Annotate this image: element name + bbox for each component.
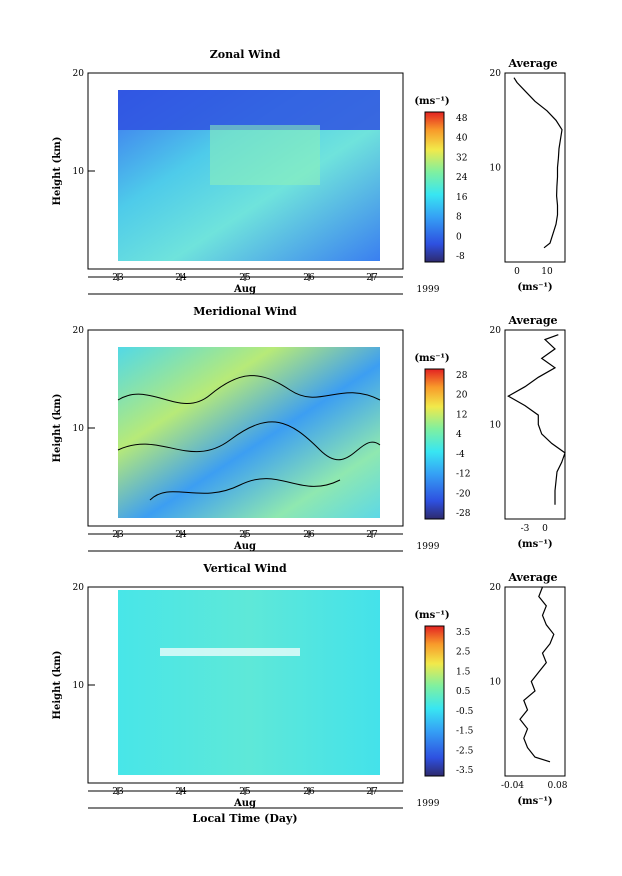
- colorbar-tick-label: 0: [456, 232, 462, 242]
- y-axis-label: Height (km): [52, 394, 63, 463]
- colorbar-tick-label: -4: [456, 450, 465, 460]
- profile-x-label: (ms⁻¹): [517, 282, 552, 293]
- zonal-core: [210, 125, 320, 185]
- profile-x-label: (ms⁻¹): [517, 539, 552, 550]
- x-axis-title: Local Time (Day): [192, 812, 297, 825]
- colorbar-tick-label: -3.5: [456, 766, 474, 776]
- profile-x-label: (ms⁻¹): [517, 796, 552, 807]
- colorbar-unit: (ms⁻¹): [414, 610, 449, 621]
- colorbar-tick-label: 0.5: [456, 687, 471, 697]
- y-tick-label: 10: [73, 424, 85, 434]
- x-tick-label: 23: [112, 530, 124, 540]
- year-label: 1999: [417, 542, 440, 552]
- y-tick-label: 10: [73, 681, 85, 691]
- x-tick-label: 23: [112, 273, 124, 283]
- colorbar-unit: (ms⁻¹): [414, 96, 449, 107]
- vertical-field: [118, 590, 380, 775]
- profile-x-tick-label: 10: [541, 267, 553, 277]
- profile-x-tick-label: 0: [542, 524, 548, 534]
- colorbar-tick-label: 3.5: [456, 628, 471, 638]
- colorbar-unit: (ms⁻¹): [414, 353, 449, 364]
- average-profile-line: [507, 334, 566, 505]
- colorbar-tick-label: -20: [456, 489, 471, 499]
- x-tick-label: 25: [239, 273, 251, 283]
- x-tick-label: 27: [366, 273, 378, 283]
- y-tick-label: 20: [73, 326, 85, 336]
- colorbar-tick-label: -1.5: [456, 727, 474, 737]
- y-tick-label: 20: [73, 69, 85, 79]
- panel-title: Zonal Wind: [210, 48, 281, 61]
- profile-frame: [504, 72, 566, 263]
- x-tick-label: 26: [303, 787, 315, 797]
- profile-x-tick-label: 0: [514, 267, 520, 277]
- profile-y-tick-label: 10: [490, 164, 502, 174]
- colorbar-tick-label: 40: [456, 134, 468, 144]
- profile-y-tick-label: 10: [490, 678, 502, 688]
- y-axis-label: Height (km): [52, 137, 63, 206]
- colorbar-tick-label: -28: [456, 509, 471, 519]
- x-tick-label: 24: [175, 530, 187, 540]
- colorbar-tick-label: 2.5: [456, 648, 471, 658]
- colorbar-tick-label: 24: [456, 173, 468, 183]
- year-label: 1999: [417, 285, 440, 295]
- meridional-field: [118, 347, 380, 518]
- zero-contour: [117, 375, 381, 501]
- x-axis-label: Aug: [233, 541, 256, 552]
- colorbar: [424, 625, 445, 777]
- year-label: 1999: [417, 799, 440, 809]
- colorbar-tick-label: 8: [456, 213, 462, 223]
- panel-meridional: Meridional Wind Aug 1999 Height (km) 23 2…: [52, 305, 566, 552]
- colorbar-tick-label: 12: [456, 410, 467, 420]
- panel-zonal: Zonal Wind Aug 1999 Height (km) 23 24 25 26…: [52, 48, 566, 295]
- average-profile-line: [513, 77, 563, 249]
- x-tick-label: 25: [239, 530, 251, 540]
- zonal-upper-band: [118, 90, 380, 130]
- profile-x-tick-label: 0.08: [547, 781, 567, 791]
- panel-title: Meridional Wind: [193, 305, 297, 318]
- colorbar-tick-label: 32: [456, 153, 467, 163]
- colorbar-tick-label: 16: [456, 193, 468, 203]
- y-tick-label: 20: [73, 583, 85, 593]
- x-tick-label: 27: [366, 787, 378, 797]
- colorbar-tick-label: 20: [456, 391, 468, 401]
- profile-title: Average: [507, 314, 557, 327]
- profile-x-tick-label: -0.04: [501, 781, 524, 791]
- profile-y-tick-label: 20: [490, 326, 502, 336]
- colorbar-tick-label: -0.5: [456, 707, 474, 717]
- profile-frame: [504, 586, 566, 777]
- x-axis-label: Aug: [233, 798, 256, 809]
- panel-title: Vertical Wind: [202, 562, 287, 575]
- average-profile-line: [519, 586, 555, 763]
- vertical-gap-band: [160, 648, 300, 656]
- profile-y-tick-label: 20: [490, 69, 502, 79]
- x-tick-label: 23: [112, 787, 124, 797]
- colorbar-tick-label: -2.5: [456, 746, 474, 756]
- profile-y-tick-label: 10: [490, 421, 502, 431]
- profile-x-tick-label: -3: [521, 524, 530, 534]
- x-tick-label: 27: [366, 530, 378, 540]
- x-tick-label: 25: [239, 787, 251, 797]
- colorbar-tick-label: -8: [456, 252, 465, 262]
- x-tick-label: 24: [175, 273, 187, 283]
- profile-title: Average: [507, 57, 557, 70]
- profile-title: Average: [507, 571, 557, 584]
- x-tick-label: 26: [303, 530, 315, 540]
- y-tick-label: 10: [73, 167, 85, 177]
- colorbar: [424, 111, 445, 263]
- colorbar-tick-label: -12: [456, 470, 471, 480]
- x-axis-label: Aug: [233, 284, 256, 295]
- profile-y-tick-label: 20: [490, 583, 502, 593]
- panel-vertical: Vertical Wind Aug 1999 Local Time (Day) …: [52, 562, 568, 825]
- colorbar-tick-label: 4: [456, 430, 462, 440]
- colorbar: [424, 368, 445, 520]
- x-tick-label: 26: [303, 273, 315, 283]
- colorbar-tick-label: 28: [456, 371, 468, 381]
- colorbar-tick-label: 48: [456, 114, 468, 124]
- x-tick-label: 24: [175, 787, 187, 797]
- y-axis-label: Height (km): [52, 651, 63, 720]
- colorbar-tick-label: 1.5: [456, 667, 471, 677]
- profile-frame: [504, 329, 566, 520]
